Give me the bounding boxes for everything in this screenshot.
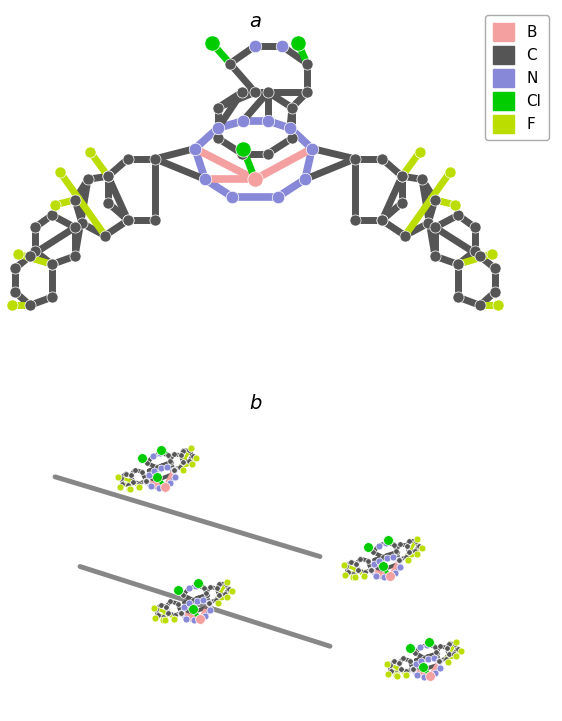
Legend: B, C, N, Cl, F: B, C, N, Cl, F bbox=[485, 15, 549, 141]
Text: a: a bbox=[249, 12, 261, 31]
Text: b: b bbox=[249, 394, 261, 413]
